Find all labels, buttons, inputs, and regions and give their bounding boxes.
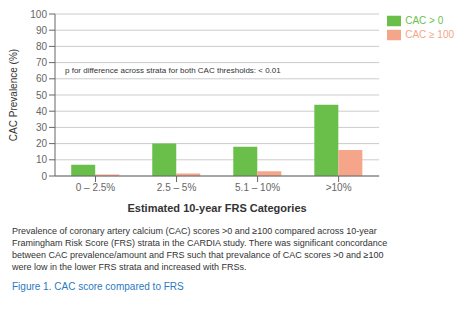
html-text:CAC ≥ 100: CAC ≥ 100: [405, 28, 454, 40]
html-text:were low in the lower FRS stra: were low in the lower FRS strata and inc…: [12, 262, 247, 272]
svg-text:30: 30: [36, 122, 48, 133]
svg-text:Estimated 10-year FRS Categori: Estimated 10-year FRS Categories: [128, 202, 307, 214]
svg-text:70: 70: [36, 57, 48, 68]
svg-text:60: 60: [36, 73, 48, 84]
svg-text:0 – 2.5%: 0 – 2.5%: [76, 182, 116, 193]
svg-text:0: 0: [41, 171, 47, 182]
html-text:CAC > 0: CAC > 0: [405, 14, 444, 26]
svg-text:80: 80: [36, 41, 48, 52]
html-text:p for difference across strata: p for difference across strata for both …: [65, 65, 281, 75]
svg-text:CAC Prevalence (%): CAC Prevalence (%): [8, 49, 19, 141]
html-text:Figure 1. CAC score compared t: Figure 1. CAC score compared to FRS: [12, 281, 184, 292]
svg-text:>10%: >10%: [326, 182, 352, 193]
svg-text:2.5 – 5%: 2.5 – 5%: [157, 182, 197, 193]
svg-text:50: 50: [36, 90, 48, 101]
html-text:Framingham Risk Score (FRS) st: Framingham Risk Score (FRS) strata in th…: [12, 238, 388, 248]
svg-text:10: 10: [36, 154, 48, 165]
svg-text:5.1 – 10%: 5.1 – 10%: [235, 182, 280, 193]
svg-text:20: 20: [36, 138, 48, 149]
svg-text:100: 100: [30, 9, 47, 20]
html-text:Prevalence of coronary artery: Prevalence of coronary artery calcium (C…: [12, 226, 377, 236]
html-text:between CAC prevalence/amount: between CAC prevalence/amount and FRS su…: [12, 250, 384, 260]
svg-text:90: 90: [36, 25, 48, 36]
svg-text:40: 40: [36, 106, 48, 117]
